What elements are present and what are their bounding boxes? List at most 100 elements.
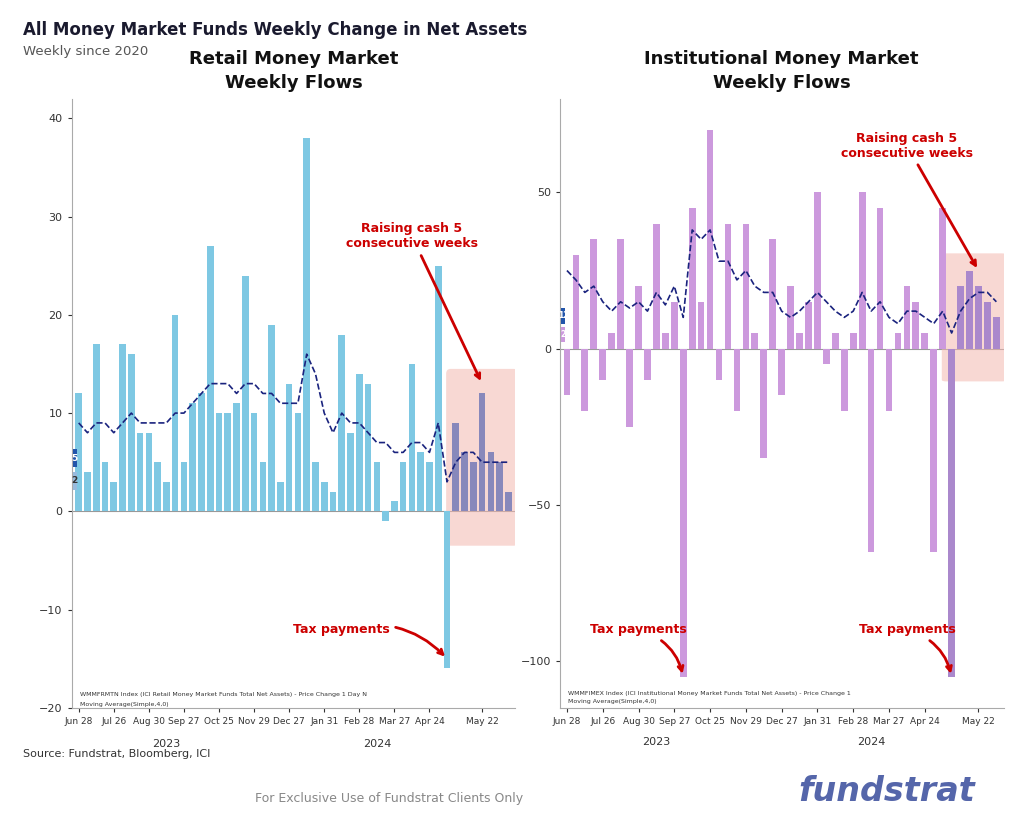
Text: Moving Average(Simple,4,0): Moving Average(Simple,4,0)	[75, 702, 169, 707]
Bar	[697, 302, 705, 349]
Bar	[778, 349, 785, 396]
Bar	[101, 463, 109, 511]
Text: Tax payments: Tax payments	[294, 623, 443, 654]
Text: WMMFRMTN Index (ICI Retail Money Market Funds Total Net Assets) - Price Change 1: WMMFRMTN Index (ICI Retail Money Market …	[75, 692, 368, 697]
Text: 2023: 2023	[642, 737, 671, 747]
Text: Tax payments: Tax payments	[590, 623, 687, 671]
Bar	[617, 239, 624, 349]
Text: Raising cash 5
consecutive weeks: Raising cash 5 consecutive weeks	[346, 222, 479, 379]
Bar	[877, 208, 884, 349]
Bar	[443, 511, 451, 668]
Bar	[233, 403, 240, 511]
Bar	[707, 130, 714, 349]
Bar	[189, 403, 196, 511]
Bar	[733, 349, 740, 411]
Bar	[312, 463, 318, 511]
Bar	[850, 333, 857, 349]
Bar	[957, 286, 964, 349]
Bar	[382, 511, 389, 521]
Bar	[321, 481, 328, 511]
Bar	[680, 349, 687, 677]
Text: 2023: 2023	[153, 739, 180, 749]
Bar	[644, 349, 651, 380]
Bar	[461, 453, 468, 511]
Text: 12: 12	[558, 311, 568, 320]
Bar	[400, 463, 407, 511]
Bar	[886, 349, 892, 411]
Bar	[742, 224, 750, 349]
Text: Source: Fundstrat, Bloomberg, ICI: Source: Fundstrat, Bloomberg, ICI	[23, 749, 210, 759]
Bar	[922, 333, 928, 349]
Bar	[330, 491, 336, 511]
Text: 2: 2	[72, 477, 78, 486]
Bar	[627, 349, 633, 426]
Bar	[895, 333, 901, 349]
Bar	[180, 463, 187, 511]
Bar	[975, 286, 982, 349]
Bar	[119, 344, 126, 511]
Bar	[111, 481, 117, 511]
Bar	[224, 413, 231, 511]
Bar	[278, 481, 284, 511]
Bar	[356, 374, 362, 511]
Bar	[867, 349, 874, 551]
Text: fundstrat: fundstrat	[799, 775, 976, 808]
Bar	[84, 472, 91, 511]
Text: All Money Market Funds Weekly Change in Net Assets: All Money Market Funds Weekly Change in …	[23, 21, 526, 39]
Bar	[199, 393, 205, 511]
Bar	[137, 433, 143, 511]
Bar	[487, 453, 495, 511]
Bar	[841, 349, 848, 411]
Bar	[409, 364, 415, 511]
Bar	[912, 302, 920, 349]
Bar	[295, 413, 301, 511]
Bar	[671, 302, 678, 349]
Bar	[769, 239, 776, 349]
Bar	[797, 333, 803, 349]
Bar	[365, 384, 372, 511]
FancyBboxPatch shape	[73, 472, 77, 490]
Bar	[286, 384, 293, 511]
Text: 5: 5	[72, 453, 78, 463]
Bar	[761, 349, 767, 458]
Bar	[993, 318, 999, 349]
FancyBboxPatch shape	[561, 327, 565, 342]
Text: 2024: 2024	[362, 739, 391, 749]
Bar	[268, 325, 274, 511]
Bar	[572, 255, 580, 349]
Bar	[391, 501, 397, 511]
Bar	[497, 463, 503, 511]
Title: Institutional Money Market
Weekly Flows: Institutional Money Market Weekly Flows	[644, 50, 919, 91]
Bar	[242, 276, 249, 511]
Bar	[582, 349, 588, 411]
Text: Weekly since 2020: Weekly since 2020	[23, 45, 147, 58]
Bar	[984, 302, 991, 349]
Bar	[903, 286, 910, 349]
Title: Retail Money Market
Weekly Flows: Retail Money Market Weekly Flows	[188, 50, 398, 91]
Bar	[859, 193, 865, 349]
Bar	[823, 349, 829, 365]
Bar	[207, 246, 214, 511]
Text: Tax payments: Tax payments	[858, 623, 955, 671]
Text: Moving Average(Simple,4,0): Moving Average(Simple,4,0)	[562, 699, 657, 704]
Bar	[967, 271, 973, 349]
Bar	[251, 413, 257, 511]
Bar	[505, 491, 512, 511]
Text: For Exclusive Use of Fundstrat Clients Only: For Exclusive Use of Fundstrat Clients O…	[255, 792, 523, 805]
Bar	[347, 433, 354, 511]
Bar	[76, 393, 82, 511]
Bar	[470, 463, 476, 511]
Bar	[303, 138, 310, 511]
Bar	[418, 453, 424, 511]
Bar	[172, 315, 178, 511]
Text: 2024: 2024	[857, 737, 886, 747]
Bar	[814, 193, 821, 349]
Bar	[128, 354, 134, 511]
Bar	[653, 224, 659, 349]
Bar	[725, 224, 731, 349]
Text: 2: 2	[560, 330, 565, 339]
Bar	[155, 463, 161, 511]
Bar	[831, 333, 839, 349]
Bar	[599, 349, 606, 380]
Bar	[689, 208, 695, 349]
